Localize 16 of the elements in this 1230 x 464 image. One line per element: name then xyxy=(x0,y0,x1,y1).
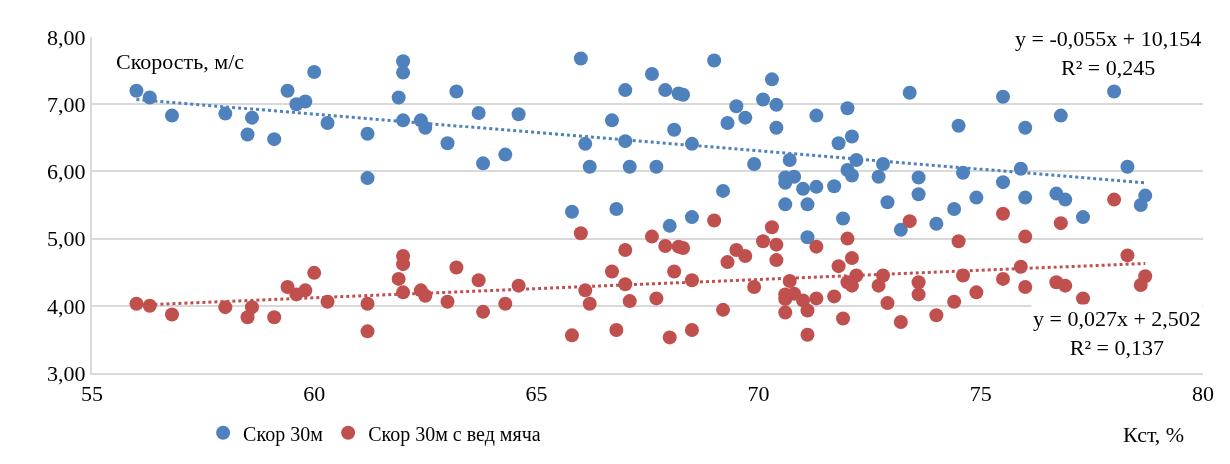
x-tick-label: 65 xyxy=(525,381,548,407)
legend-label: Скор 30м с вед мяча xyxy=(368,422,541,446)
x-tick-label: 75 xyxy=(969,381,992,407)
y-tick-label: 5,00 xyxy=(47,226,86,252)
y-axis-title: Скорость, м/с xyxy=(116,49,245,74)
annotation: y = -0,055x + 10,154 R² = 0,245 xyxy=(1015,26,1202,80)
x-tick-label: 80 xyxy=(1192,381,1214,407)
x-tick-label: 70 xyxy=(747,381,770,407)
annotation: y = 0,027x + 2,502 R² = 0,137 xyxy=(1033,306,1201,360)
x-axis-title: Кст, % xyxy=(1123,422,1185,447)
y-tick-label: 6,00 xyxy=(47,159,86,185)
y-tick-label: 7,00 xyxy=(47,91,86,117)
x-tick-label: 60 xyxy=(303,381,326,407)
legend-label: Скор 30м xyxy=(243,422,324,446)
y-tick-label: 4,00 xyxy=(47,293,86,319)
y-tick-label: 8,00 xyxy=(47,24,86,50)
